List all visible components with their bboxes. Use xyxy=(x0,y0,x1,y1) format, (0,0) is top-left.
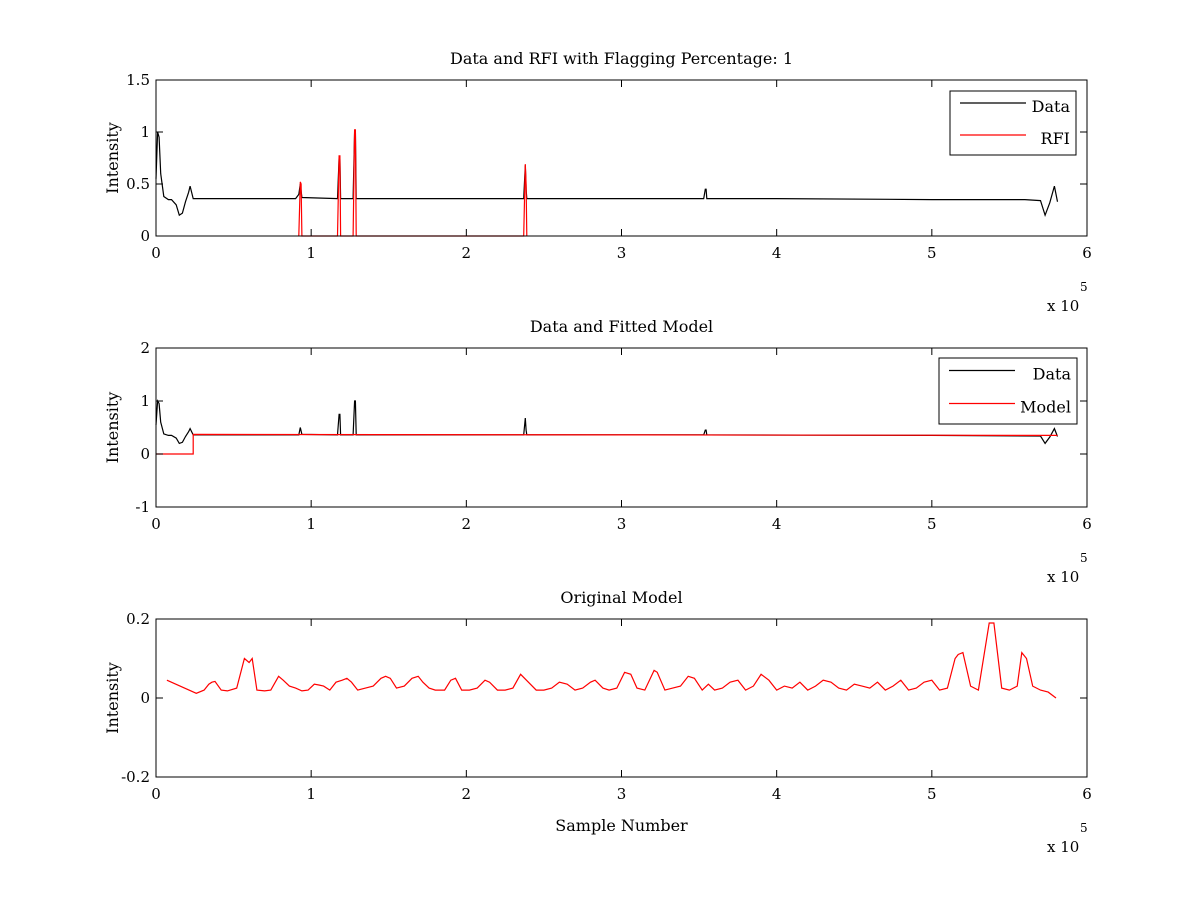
y-tick-label: 0 xyxy=(140,445,150,463)
x-multiplier: x 10 xyxy=(1047,838,1079,856)
x-tick-label: 0 xyxy=(151,785,161,803)
x-tick-label: 2 xyxy=(462,244,472,262)
x-tick-label: 1 xyxy=(306,244,316,262)
legend-entry: Model xyxy=(1020,398,1071,417)
x-tick-label: 5 xyxy=(927,244,937,262)
legend: Data Model xyxy=(938,357,1078,425)
y-tick-label: 0 xyxy=(140,227,150,245)
x-tick-label: 4 xyxy=(772,244,782,262)
y-axis-label: Intensity xyxy=(103,122,122,194)
axes-frame xyxy=(155,79,1088,237)
x-tick-label: 5 xyxy=(927,785,937,803)
y-tick-label: 2 xyxy=(140,339,150,357)
legend-entry: Data xyxy=(1033,365,1072,384)
series-line-data xyxy=(155,131,1059,218)
x-multiplier: x 10 xyxy=(1047,297,1079,315)
chart-title: Data and Fitted Model xyxy=(530,317,713,336)
x-tick-label: 6 xyxy=(1082,515,1092,533)
x-tick-label: 0 xyxy=(151,515,161,533)
series-line-model xyxy=(156,433,1058,455)
x-multiplier: x 10 xyxy=(1047,568,1079,586)
x-tick-label: 4 xyxy=(772,785,782,803)
y-tick-label: -0.2 xyxy=(121,768,150,786)
x-multiplier-exponent: 5 xyxy=(1080,551,1088,565)
x-tick-label: 4 xyxy=(772,515,782,533)
series-line-series-1 xyxy=(166,622,1057,699)
chart-title: Data and RFI with Flagging Percentage: 1 xyxy=(450,49,793,68)
x-tick-label: 2 xyxy=(462,785,472,803)
series-line-data xyxy=(155,398,1059,445)
x-tick-label: 3 xyxy=(617,785,627,803)
legend-box xyxy=(938,357,1078,425)
x-tick-label: 2 xyxy=(462,515,472,533)
y-tick-label: -1 xyxy=(135,498,150,516)
y-tick-label: 0.2 xyxy=(126,610,150,628)
series-line-rfi xyxy=(298,129,528,237)
x-axis-label: Sample Number xyxy=(555,816,688,835)
legend-box xyxy=(949,90,1077,156)
y-tick-label: 1.5 xyxy=(126,71,150,89)
x-tick-label: 6 xyxy=(1082,785,1092,803)
axes-frame xyxy=(155,618,1088,778)
x-tick-label: 5 xyxy=(927,515,937,533)
legend: Data RFI xyxy=(949,90,1077,156)
x-tick-label: 1 xyxy=(306,515,316,533)
x-tick-label: 6 xyxy=(1082,244,1092,262)
legend-entry: Data xyxy=(1032,97,1071,116)
x-tick-label: 3 xyxy=(617,244,627,262)
y-axis-label: Intensity xyxy=(103,392,122,464)
y-tick-label: 1 xyxy=(140,123,150,141)
y-tick-label: 0.5 xyxy=(126,175,150,193)
x-tick-label: 0 xyxy=(151,244,161,262)
x-multiplier-exponent: 5 xyxy=(1080,280,1088,294)
x-multiplier-exponent: 5 xyxy=(1080,821,1088,835)
x-tick-label: 1 xyxy=(306,785,316,803)
y-tick-label: 1 xyxy=(140,392,150,410)
y-axis-label: Intensity xyxy=(103,662,122,734)
subplot-1: 0 1 2 3 4 5 6 0 0.5 1 1.5 Data and RFI with Flaggin… xyxy=(103,49,1092,315)
chart-title: Original Model xyxy=(560,588,682,607)
legend-entry: RFI xyxy=(1041,129,1070,148)
y-tick-label: 0 xyxy=(140,689,150,707)
x-tick-label: 3 xyxy=(617,515,627,533)
